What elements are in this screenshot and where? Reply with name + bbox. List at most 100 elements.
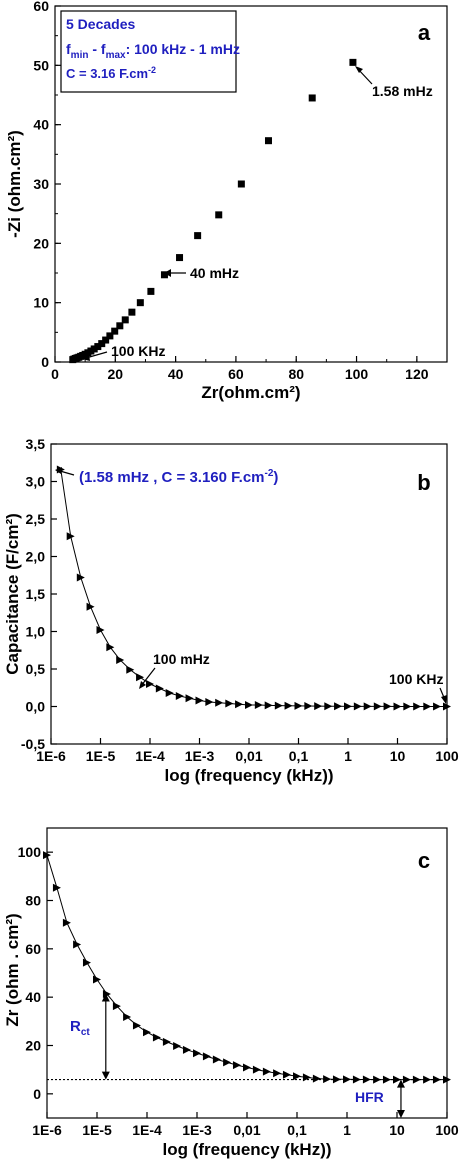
data-point bbox=[215, 698, 224, 707]
data-point bbox=[43, 851, 51, 860]
info-box-line1: 5 Decades bbox=[66, 16, 135, 32]
panel-a-x-axis-title: Zr(ohm.cm²) bbox=[201, 383, 300, 402]
data-point bbox=[284, 701, 293, 710]
data-point bbox=[90, 345, 98, 353]
y-tick-label: 1,0 bbox=[26, 624, 46, 640]
y-tick-label: 80 bbox=[25, 893, 41, 909]
info-box-line2: fmin - fmax: 100 kHz - 1 mHz bbox=[66, 41, 240, 61]
info-box-line2-post: : 100 kHz - 1 mHz bbox=[126, 41, 240, 57]
x-tick-label: 1E-5 bbox=[82, 1122, 112, 1138]
info-box-line2-mid: - f bbox=[88, 41, 105, 57]
highlight-label-sup: -2 bbox=[265, 468, 274, 479]
annotation-100khz-b-label: 100 KHz bbox=[389, 671, 443, 687]
panel-a-letter: a bbox=[418, 20, 431, 45]
panel-b-letter: b bbox=[417, 470, 430, 495]
data-point bbox=[128, 308, 136, 316]
data-point bbox=[76, 573, 85, 582]
data-point bbox=[314, 702, 323, 711]
x-tick-label: 1E-4 bbox=[132, 1122, 162, 1138]
x-tick-label: 1E-4 bbox=[135, 748, 165, 764]
x-tick-label: 0,1 bbox=[289, 748, 309, 764]
panel-c-y-axis-title: Zr (ohm . cm²) bbox=[3, 913, 22, 1026]
data-point bbox=[82, 958, 91, 967]
data-point bbox=[373, 702, 382, 711]
x-tick-label: 0,01 bbox=[233, 1122, 260, 1138]
y-tick-label: 0,5 bbox=[26, 661, 46, 677]
data-point bbox=[443, 702, 451, 711]
x-tick-label: 100 bbox=[435, 748, 459, 764]
data-point bbox=[443, 1075, 451, 1084]
x-tick-label: 80 bbox=[288, 366, 304, 382]
data-point bbox=[432, 1075, 441, 1084]
rct-arrowhead-bottom bbox=[101, 1071, 110, 1080]
y-tick-label: 20 bbox=[25, 1038, 41, 1054]
data-point bbox=[304, 702, 313, 711]
data-point bbox=[66, 532, 75, 541]
data-point bbox=[352, 1075, 361, 1084]
data-point bbox=[403, 702, 412, 711]
annotation-1-58mhz-label: 1.58 mHz bbox=[372, 83, 433, 99]
data-point bbox=[152, 1033, 161, 1042]
data-point bbox=[382, 1075, 391, 1084]
panel-b-marks bbox=[56, 465, 451, 711]
x-tick-label: 1E-5 bbox=[86, 748, 116, 764]
hfr-arrowhead-top bbox=[396, 1079, 405, 1088]
data-point bbox=[195, 696, 204, 705]
data-point bbox=[146, 680, 154, 688]
panel-c-ticks: 1E-6 1E-5 1E-4 1E-3 0,01 0,1 1 10 100 0 20 40 60 80 10… bbox=[18, 844, 459, 1138]
data-point bbox=[293, 1072, 301, 1081]
annotation-1-58mhz-arrowhead bbox=[355, 66, 363, 73]
data-point bbox=[362, 1075, 371, 1084]
data-point bbox=[173, 1041, 182, 1050]
annotation-40mhz: 40 mHz bbox=[164, 265, 239, 281]
data-point bbox=[264, 701, 273, 710]
data-point bbox=[413, 702, 422, 711]
data-point bbox=[212, 1055, 221, 1064]
data-point bbox=[363, 702, 372, 711]
y-tick-label: 20 bbox=[33, 235, 49, 251]
data-point bbox=[324, 702, 333, 711]
y-tick-label: 60 bbox=[33, 0, 49, 14]
data-point bbox=[393, 702, 402, 711]
data-point bbox=[94, 343, 102, 351]
annotation-1-58mhz: 1.58 mHz bbox=[355, 66, 433, 99]
data-point bbox=[302, 1073, 311, 1082]
data-point bbox=[98, 340, 106, 348]
x-tick-label: 10 bbox=[389, 1122, 405, 1138]
data-point bbox=[182, 1045, 191, 1054]
rct-label-main: R bbox=[70, 1018, 81, 1035]
y-tick-label: 1,5 bbox=[26, 586, 46, 602]
annotation-100khz-a-arrow bbox=[85, 351, 108, 359]
data-point bbox=[86, 602, 95, 611]
highlight-label-main: (1.58 mHz , C = 3.160 F.cm bbox=[79, 469, 265, 486]
x-tick-label: 60 bbox=[228, 366, 244, 382]
x-tick-label: 1E-6 bbox=[36, 748, 66, 764]
data-point bbox=[262, 1067, 271, 1076]
data-point bbox=[433, 702, 442, 711]
data-point bbox=[143, 1028, 151, 1037]
hfr-arrowhead-bottom bbox=[396, 1110, 405, 1118]
annotation-100mhz-label: 100 mHz bbox=[153, 651, 210, 667]
data-point bbox=[237, 180, 245, 188]
data-point bbox=[147, 287, 155, 295]
rct-label-sub: ct bbox=[81, 1027, 91, 1038]
data-point bbox=[323, 1075, 332, 1084]
highlight-label: (1.58 mHz , C = 3.160 F.cm-2) bbox=[79, 468, 278, 486]
series-line bbox=[46, 854, 447, 1081]
y-tick-label: 2,0 bbox=[26, 549, 46, 565]
panel-b-ticks: 1E-6 1E-5 1E-4 1E-3 0,01 0,1 1 10 100 -0,5 0,0 0,5 1… bbox=[21, 436, 459, 764]
data-point bbox=[111, 327, 119, 335]
data-point bbox=[205, 698, 214, 706]
highlight-arrowhead bbox=[55, 467, 62, 474]
y-tick-label: 100 bbox=[18, 844, 42, 860]
annotation-100khz-b-arrowhead bbox=[441, 695, 447, 704]
info-box-line2-pre: f bbox=[66, 41, 71, 57]
y-tick-label: 60 bbox=[25, 941, 41, 957]
data-point bbox=[116, 322, 124, 330]
data-point bbox=[215, 211, 223, 219]
annotation-100mhz: 100 mHz bbox=[139, 651, 210, 689]
data-point bbox=[393, 1075, 401, 1084]
data-point bbox=[353, 702, 362, 711]
data-point bbox=[252, 1065, 261, 1074]
